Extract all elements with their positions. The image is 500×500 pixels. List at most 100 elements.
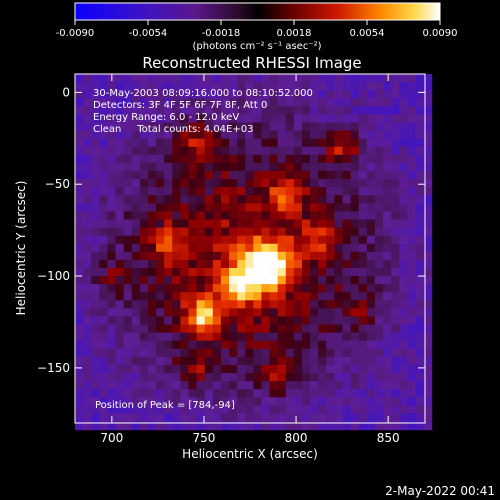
heatmap-cell [334,138,344,148]
heatmap-cell [180,114,190,124]
heatmap-cell [277,187,287,196]
heatmap-cell [107,195,117,204]
heatmap-cell [318,170,327,180]
heatmap-cell [253,170,263,180]
heatmap-cell [399,364,408,374]
heatmap-cell [245,259,254,269]
heatmap-cell [91,340,100,350]
heatmap-cell [285,348,295,358]
heatmap-cell [75,356,84,366]
heatmap-cell [318,235,327,245]
heatmap-cell [172,170,181,180]
heatmap-cell [83,267,92,277]
heatmap-cell [318,421,327,431]
heatmap-cell [391,187,400,196]
heatmap-cell [310,130,319,140]
heatmap-cell [326,179,335,188]
heatmap-cell [245,292,254,301]
heatmap-cell [391,243,400,253]
heatmap-cell [139,292,149,301]
heatmap-cell [407,227,417,237]
heatmap-cell [407,187,417,196]
heatmap-cell [293,324,303,334]
heatmap-cell [269,235,279,245]
heatmap-cell [253,74,263,83]
heatmap-cell [342,235,352,245]
heatmap-cell [358,235,368,245]
heatmap-cell [253,90,263,99]
heatmap-cell [253,179,263,188]
heatmap-cell [407,259,417,269]
heatmap-cell [350,235,360,245]
heatmap-cell [83,195,92,204]
heatmap-cell [75,106,84,116]
heatmap-cell [237,308,246,318]
heatmap-cell [131,211,141,221]
heatmap-cell [318,219,327,229]
heatmap-cell [334,356,344,366]
heatmap-cell [156,90,165,99]
heatmap-cell [350,356,360,366]
heatmap-cell [99,308,109,318]
heatmap-cell [131,300,141,309]
heatmap-cell [245,122,254,132]
heatmap-cell [399,106,408,116]
heatmap-cell [391,179,400,188]
heatmap-cell [415,364,425,374]
heatmap-cell [374,373,384,382]
heatmap-cell [415,373,425,382]
heatmap-cell [269,292,279,301]
heatmap-cell [374,74,384,83]
heatmap-cell [277,243,287,253]
heatmap-cell [188,74,198,83]
heatmap-cell [326,292,335,301]
heatmap-cell [204,276,214,285]
heatmap-cell [204,235,214,245]
heatmap-cell [204,356,214,366]
heatmap-cell [220,227,230,237]
heatmap-cell [350,82,360,91]
heatmap-cell [253,195,263,204]
heatmap-cell [301,162,311,172]
heatmap-cell [293,122,303,132]
heatmap-cell [285,316,295,326]
heatmap-cell [366,332,376,342]
x-tick-label: 700 [100,431,123,445]
heatmap-cell [374,82,384,91]
heatmap-cell [350,389,360,398]
heatmap-cell [229,146,238,156]
heatmap-cell [350,162,360,172]
heatmap-cell [245,364,254,374]
heatmap-cell [310,170,319,180]
heatmap-cell [326,332,335,342]
heatmap-cell [261,364,271,374]
heatmap-cell [107,179,117,188]
heatmap-cell [220,332,230,342]
heatmap-cell [399,235,408,245]
heatmap-cell [229,348,238,358]
heatmap-cell [237,267,246,277]
heatmap-cell [391,98,400,107]
heatmap-cell [139,106,149,116]
heatmap-cell [310,340,319,350]
heatmap-cell [269,138,279,148]
heatmap-cell [131,340,141,350]
heatmap-cell [399,251,408,261]
heatmap-cell [310,138,319,148]
heatmap-cell [423,284,433,293]
heatmap-cell [99,138,109,148]
heatmap-cell [237,82,246,91]
heatmap-cell [374,308,384,318]
heatmap-cell [358,162,368,172]
heatmap-cell [261,243,271,253]
heatmap-cell [172,324,181,334]
heatmap-cell [261,74,271,83]
heatmap-cell [99,170,109,180]
heatmap-cell [310,90,319,99]
heatmap-cell [164,114,173,124]
heatmap-cell [391,276,400,285]
heatmap-cell [415,146,425,156]
heatmap-cell [293,251,303,261]
heatmap-cell [83,146,92,156]
heatmap-cell [164,267,173,277]
